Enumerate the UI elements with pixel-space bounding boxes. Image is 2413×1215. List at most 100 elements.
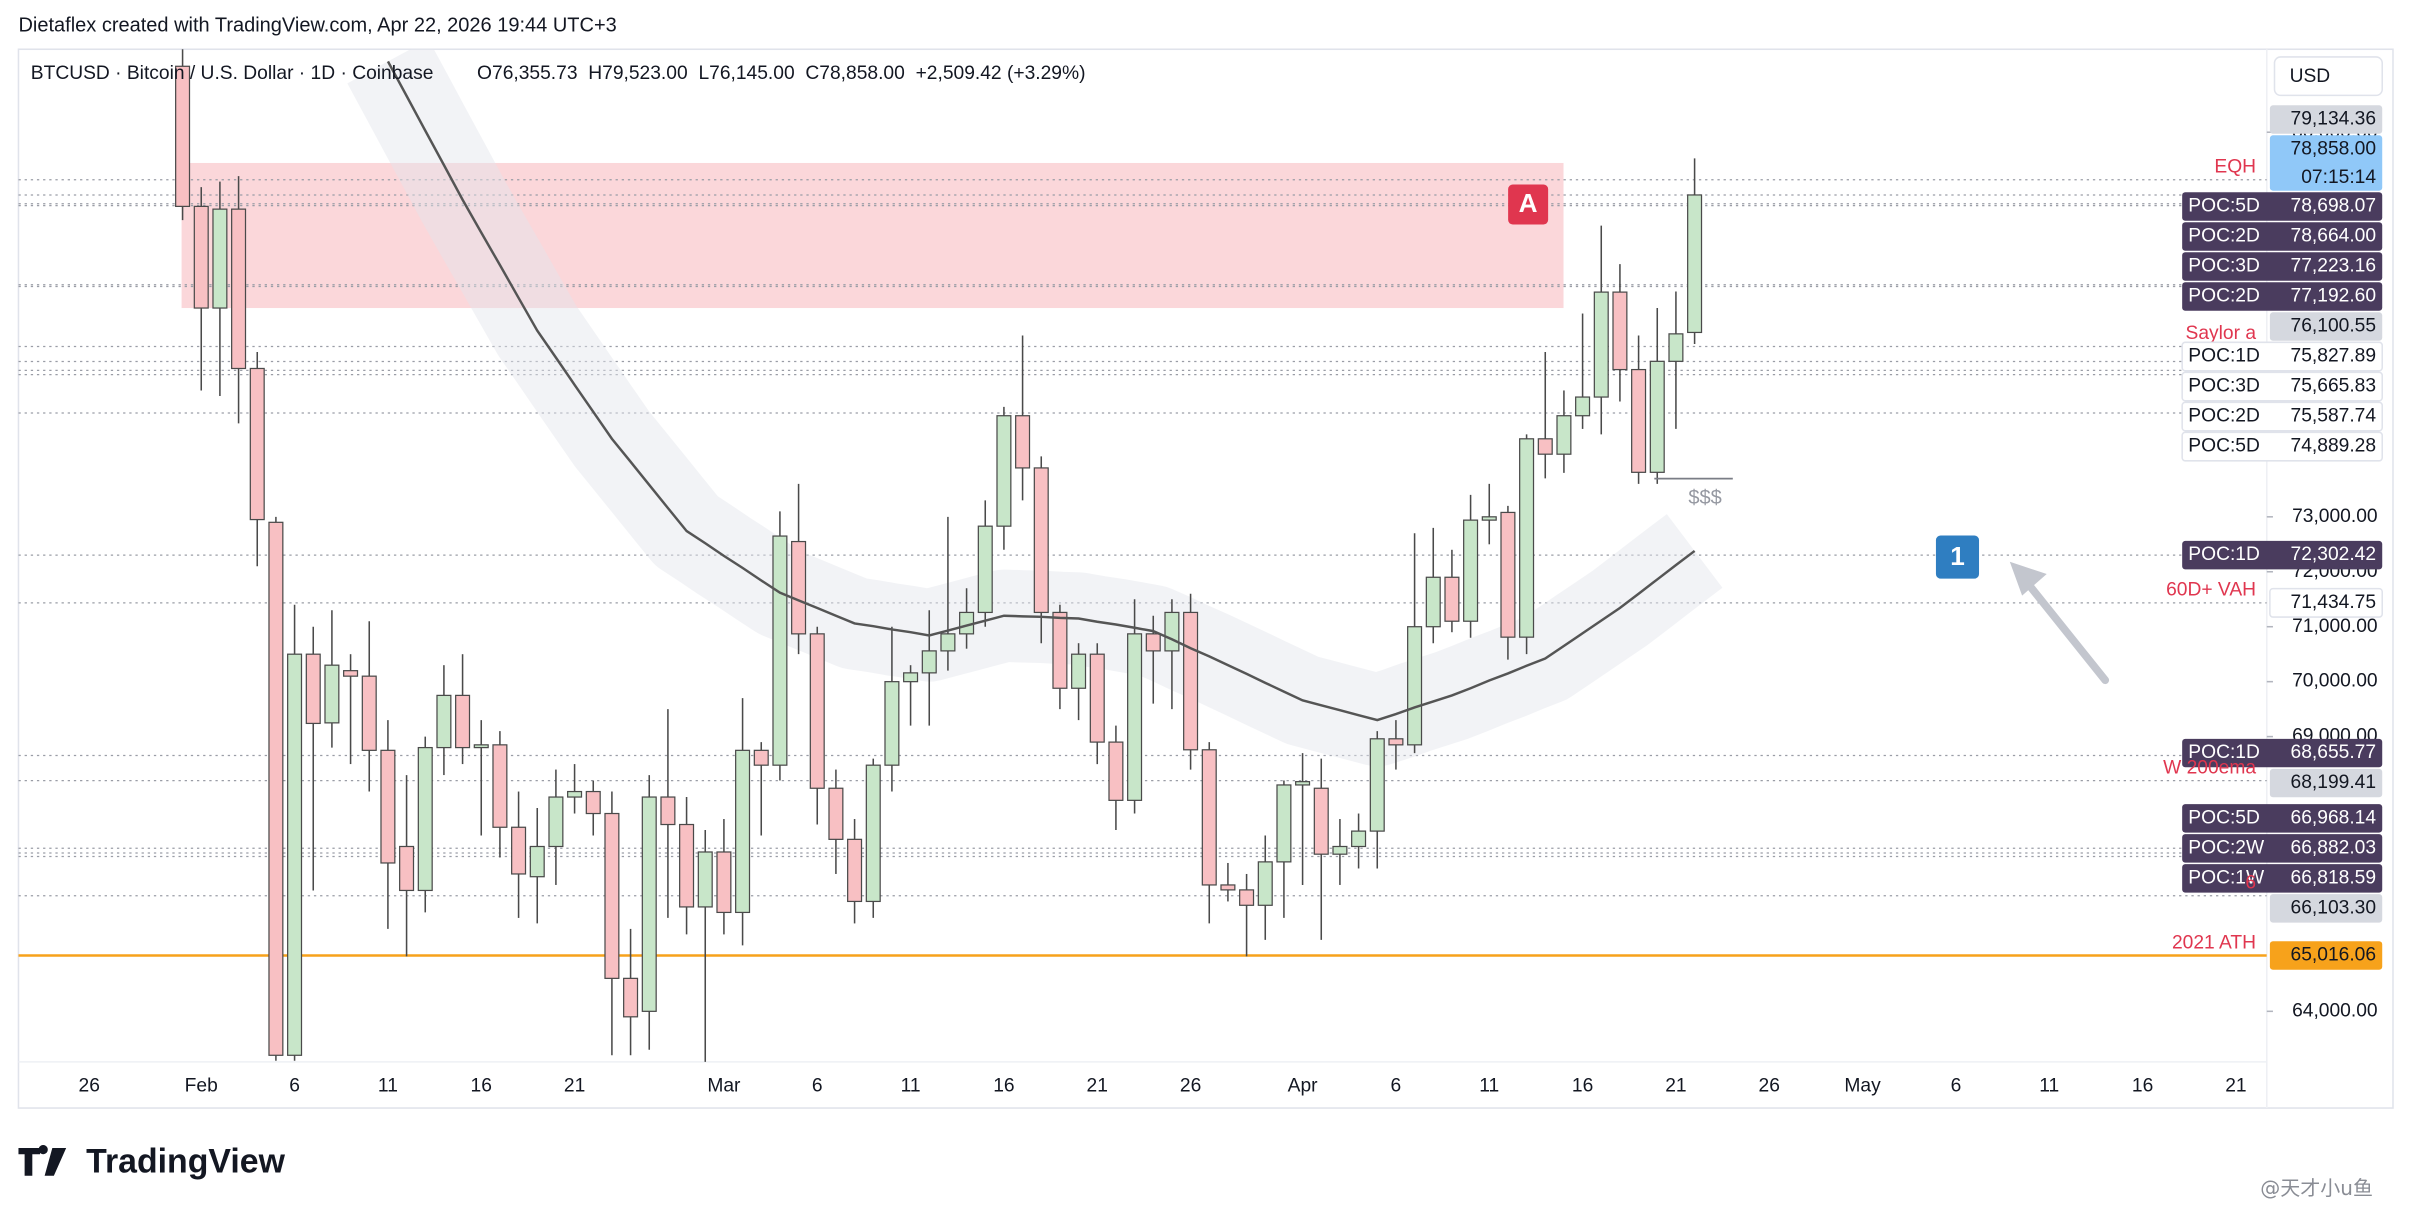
candle-body	[1388, 738, 1404, 746]
price-label-box	[2182, 738, 2383, 768]
price-label: 79,134.36	[2291, 109, 2376, 130]
price-label-box	[2182, 192, 2383, 221]
ohlc-value: C78,858.00	[805, 63, 904, 84]
price-label-tag: POC:1D	[2188, 742, 2260, 763]
countdown-label: 07:15:14	[2301, 167, 2376, 188]
candle-body	[212, 208, 228, 309]
candle-body	[1593, 291, 1609, 398]
x-tick-label: 21	[564, 1076, 585, 1097]
ohlc-values: O76,355.73 H79,523.00 L76,145.00 C78,858.00…	[477, 63, 1085, 84]
x-tick-label: 6	[812, 1076, 823, 1097]
x-tick-label: 16	[1572, 1076, 1593, 1097]
price-label-box	[2269, 941, 2383, 970]
price-label-box	[2181, 341, 2383, 372]
candle-body	[1668, 333, 1684, 362]
candle-body	[1556, 415, 1572, 455]
price-level-tag: 2021 ATH	[2172, 932, 2256, 953]
price-label-tag: POC:2D	[2188, 226, 2260, 247]
ohlc-value: H79,523.00	[588, 63, 687, 84]
candle-body	[753, 749, 769, 766]
price-label-tag: POC:5D	[2188, 196, 2260, 217]
candle-body	[1145, 633, 1161, 652]
x-tick-label: 6	[1391, 1076, 1402, 1097]
x-tick-label: May	[1844, 1076, 1881, 1097]
y-tick-label: 71,000.00	[2292, 616, 2377, 637]
price-label-box	[2269, 894, 2383, 923]
x-tick-label: 6	[289, 1076, 300, 1097]
price-label-box	[2182, 282, 2383, 311]
price-label-box	[2181, 371, 2383, 402]
price-label-box	[2182, 540, 2383, 570]
price-label-box	[2182, 222, 2383, 251]
plot-area	[18, 49, 2267, 1062]
badge-label: 1	[1950, 541, 1965, 571]
candle-body	[361, 675, 377, 751]
candle-body	[249, 367, 265, 521]
price-label-box	[2269, 768, 2383, 798]
overlay: 1 $$$	[1654, 477, 2110, 685]
price-label: 74,889.28	[2291, 436, 2376, 457]
candle-body	[231, 208, 247, 370]
watermark: @天才小u鱼	[2260, 1176, 2373, 1200]
price-label: 68,655.77	[2291, 742, 2376, 763]
currency-button[interactable]	[2273, 56, 2383, 97]
logo-text: TradingView	[86, 1142, 285, 1180]
price-label-tag: POC:2D	[2188, 286, 2260, 307]
candle-body	[1276, 784, 1292, 863]
logo-icon	[18, 1144, 67, 1176]
badge-box	[1935, 535, 1980, 579]
candle-body	[343, 670, 359, 677]
chart-frame	[17, 48, 2394, 1109]
candle-body	[1220, 884, 1236, 891]
candle-body	[1407, 626, 1423, 746]
candle-body	[791, 540, 807, 635]
zone-label: A	[1519, 188, 1538, 218]
x-tick-label: 21	[2225, 1076, 2246, 1097]
price-label: 78,858.00	[2291, 139, 2376, 160]
price-label: 78,698.07	[2291, 196, 2376, 217]
candle-body	[1071, 653, 1087, 689]
candle-body	[716, 851, 732, 914]
candle-body	[492, 744, 508, 828]
x-tick-label: 16	[471, 1076, 492, 1097]
candle-body	[1612, 291, 1628, 371]
arrow-shaft	[2021, 576, 2110, 685]
x-tick-label: 26	[1759, 1076, 1780, 1097]
price-label: 66,103.30	[2291, 897, 2376, 918]
candle-body	[1052, 611, 1068, 689]
candle-body	[324, 664, 340, 724]
candle-body	[268, 521, 284, 1056]
candle-body	[809, 633, 825, 789]
x-tick-label: Mar	[707, 1076, 741, 1097]
candle-body	[193, 205, 209, 309]
candle-body	[1239, 889, 1255, 906]
candle-body	[679, 823, 695, 908]
liquidity-label: $$$	[1688, 487, 1721, 509]
price-label-tag: POC:2W	[2188, 837, 2265, 858]
candle-body	[175, 65, 191, 208]
ma-line	[386, 60, 1696, 722]
candle-body	[1425, 576, 1441, 628]
price-label-box	[2269, 587, 2383, 618]
price-label: 78,664.00	[2291, 226, 2376, 247]
x-tick-label: Feb	[185, 1076, 218, 1097]
price-label: 77,192.60	[2291, 286, 2376, 307]
y-tick-label: 70,000.00	[2292, 671, 2377, 692]
candle-body	[1201, 749, 1217, 886]
candle-body	[287, 653, 303, 1056]
price-label: 77,223.16	[2291, 256, 2376, 277]
candle-body	[660, 796, 676, 826]
candle-body	[1164, 611, 1180, 652]
candle-body	[1033, 467, 1049, 614]
symbol-info: BTCUSD · Bitcoin / U.S. Dollar · 1D · Co…	[31, 63, 434, 84]
candle-body	[828, 787, 844, 840]
price-label-box	[2182, 834, 2383, 863]
x-tick-label: 11	[901, 1076, 921, 1097]
candle-body	[641, 796, 657, 1012]
candle-body	[1575, 396, 1591, 417]
price-label: 71,434.75	[2291, 592, 2376, 613]
candle-body	[1089, 653, 1105, 743]
candle-body	[1369, 738, 1385, 832]
y-tick-label: 64,000.00	[2292, 1000, 2377, 1021]
